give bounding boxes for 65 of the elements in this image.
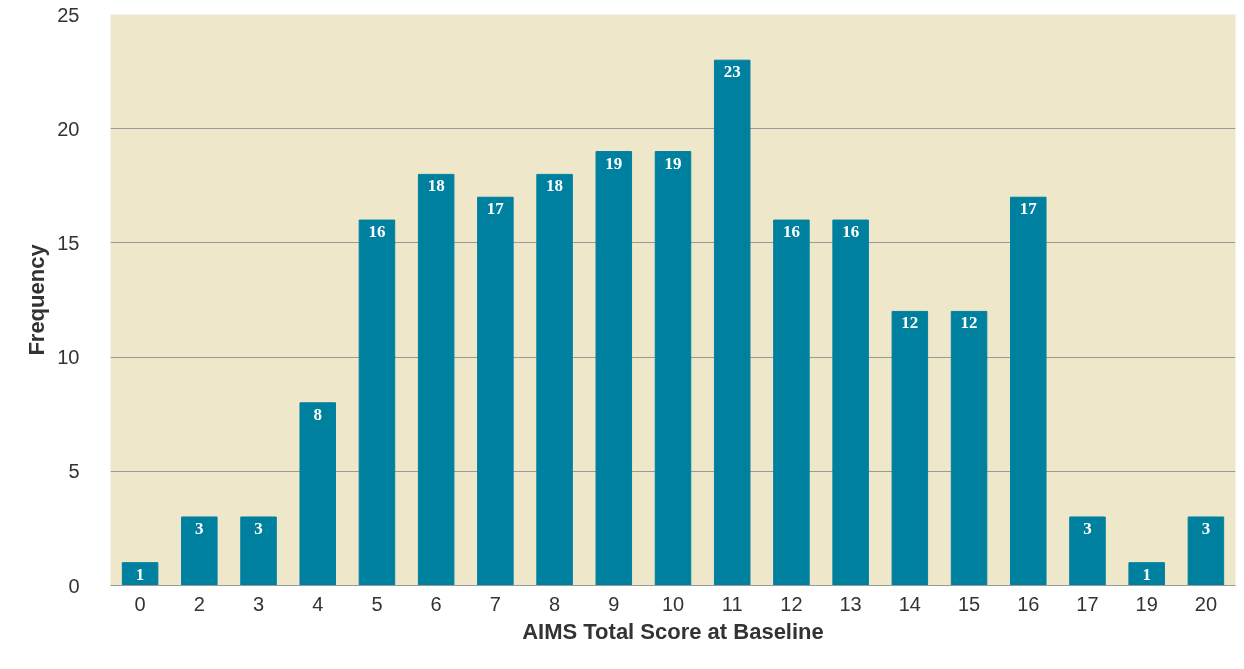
bar bbox=[1010, 196, 1047, 586]
data-label: 1 bbox=[135, 564, 145, 584]
data-label: 3 bbox=[1083, 518, 1092, 538]
data-label: 17 bbox=[486, 199, 505, 219]
y-tick-label: 15 bbox=[57, 231, 80, 254]
bar bbox=[358, 219, 396, 586]
x-tick-label: 8 bbox=[549, 592, 561, 615]
x-tick-label: 7 bbox=[489, 592, 501, 615]
bar bbox=[1128, 562, 1165, 586]
bar bbox=[1069, 516, 1106, 586]
bar bbox=[654, 151, 692, 586]
bar bbox=[181, 516, 218, 586]
bar bbox=[417, 173, 455, 586]
y-tick-label: 25 bbox=[57, 3, 80, 26]
data-label: 16 bbox=[782, 222, 800, 242]
bar bbox=[713, 59, 751, 586]
bar bbox=[536, 173, 573, 586]
x-tick-label: 11 bbox=[721, 592, 743, 615]
bar bbox=[240, 516, 277, 586]
x-tick-label: 6 bbox=[430, 592, 442, 615]
x-tick-label: 4 bbox=[312, 592, 324, 615]
data-label: 12 bbox=[901, 313, 919, 333]
data-label: 18 bbox=[427, 176, 445, 196]
data-label: 19 bbox=[664, 153, 682, 173]
data-label: 17 bbox=[1019, 199, 1038, 219]
data-label: 3 bbox=[254, 518, 263, 538]
data-label: 1 bbox=[1142, 564, 1151, 584]
data-label: 3 bbox=[1201, 518, 1211, 538]
bar bbox=[299, 402, 336, 586]
bar bbox=[773, 219, 810, 586]
data-label: 3 bbox=[195, 518, 204, 538]
x-tick-label: 14 bbox=[898, 592, 921, 615]
x-tick-label: 16 bbox=[1017, 592, 1040, 615]
bar bbox=[477, 196, 514, 586]
bar bbox=[595, 151, 633, 586]
x-tick-label: 2 bbox=[193, 592, 205, 615]
y-tick-label: 10 bbox=[57, 346, 80, 369]
y-axis-title: Frequency bbox=[24, 243, 50, 356]
x-tick-label: 12 bbox=[780, 592, 803, 615]
bar bbox=[950, 310, 988, 586]
x-tick-label: 0 bbox=[134, 592, 146, 615]
data-label: 19 bbox=[605, 153, 623, 173]
data-label: 8 bbox=[313, 404, 322, 424]
y-tick-label: 20 bbox=[57, 117, 80, 140]
data-label: 18 bbox=[546, 176, 564, 196]
x-tick-label: 19 bbox=[1135, 592, 1158, 615]
x-tick-label: 13 bbox=[839, 592, 862, 615]
bar bbox=[891, 310, 929, 586]
data-label: 16 bbox=[842, 222, 860, 242]
y-tick-label: 0 bbox=[68, 574, 80, 597]
x-axis-title: AIMS Total Score at Baseline bbox=[522, 618, 824, 644]
bar bbox=[121, 562, 159, 586]
x-tick-label: 9 bbox=[608, 592, 620, 615]
bar bbox=[832, 219, 869, 586]
x-tick-label: 15 bbox=[957, 592, 981, 615]
data-label: 12 bbox=[960, 313, 978, 333]
y-tick-label: 5 bbox=[68, 460, 80, 483]
x-tick-label: 5 bbox=[371, 592, 383, 615]
x-tick-label: 3 bbox=[252, 592, 265, 615]
x-tick-label: 17 bbox=[1076, 592, 1099, 615]
x-tick-label: 10 bbox=[661, 592, 685, 615]
x-tick-label: 20 bbox=[1194, 592, 1218, 615]
bar bbox=[1187, 516, 1225, 586]
data-label: 16 bbox=[368, 222, 386, 242]
data-label: 23 bbox=[723, 62, 741, 82]
